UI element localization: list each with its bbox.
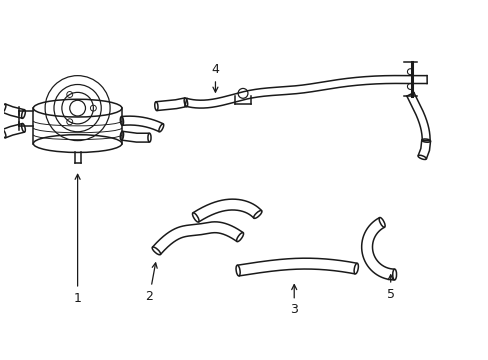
Text: 3: 3 [290, 285, 298, 316]
Text: 2: 2 [145, 263, 157, 303]
Text: 4: 4 [211, 63, 219, 92]
Text: 5: 5 [386, 275, 394, 301]
Text: 1: 1 [74, 174, 81, 305]
